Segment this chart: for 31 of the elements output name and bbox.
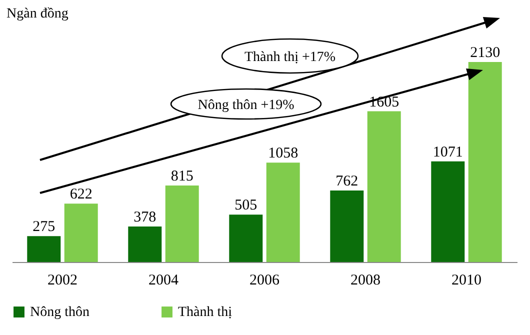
oval-callout: Thành thị +17%	[221, 38, 359, 74]
y-axis-title: Ngàn đồng	[6, 6, 68, 22]
x-tick-label: 2002	[48, 272, 78, 288]
data-label: 1071	[432, 144, 463, 160]
bar	[431, 161, 465, 262]
legend-label: Thành thị	[178, 305, 232, 320]
annotation: Nông thôn +19%	[198, 98, 295, 113]
x-tick-label: 2006	[250, 272, 280, 288]
bar	[128, 226, 162, 262]
bar	[64, 204, 98, 262]
bar	[266, 162, 300, 262]
data-label: 378	[134, 210, 156, 226]
data-label: 2130	[470, 45, 500, 61]
data-label: 275	[32, 219, 56, 236]
x-tick-label: 2008	[350, 272, 380, 288]
x-tick-label: 2004	[148, 272, 179, 288]
bar	[468, 62, 502, 262]
bar	[330, 190, 364, 262]
bar	[229, 214, 263, 262]
data-label: 622	[70, 186, 92, 203]
oval-callout: Nông thôn +19%	[170, 88, 322, 120]
bar	[165, 185, 199, 262]
bar	[27, 236, 61, 262]
data-label: 762	[336, 173, 358, 190]
bar	[367, 111, 401, 262]
data-label: 505	[234, 198, 258, 214]
legend-label: Nông thôn	[30, 305, 90, 320]
x-tick-label: 2010	[452, 272, 482, 288]
annotation: Thành thị +17%	[244, 50, 336, 65]
data-label: 1058	[268, 146, 298, 162]
data-label: 815	[170, 168, 194, 184]
